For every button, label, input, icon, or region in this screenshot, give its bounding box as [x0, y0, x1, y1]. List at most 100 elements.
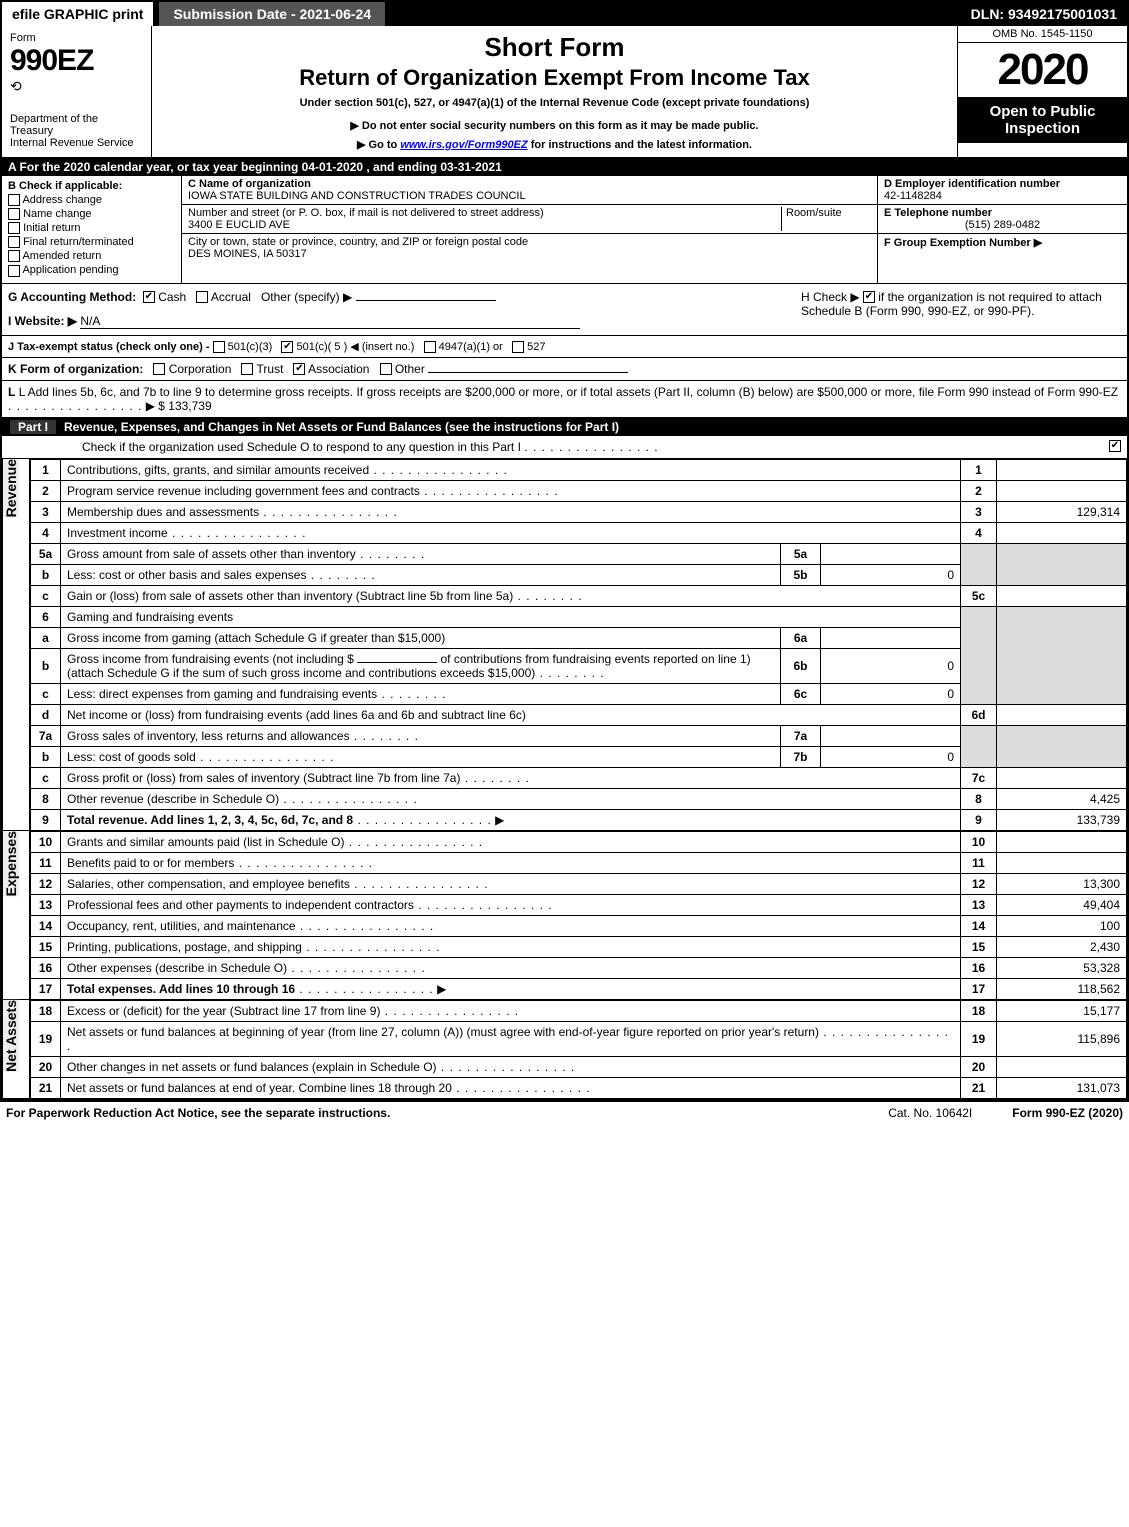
header-right: OMB No. 1545-1150 2020 Open to Public In…: [957, 26, 1127, 157]
chk-accrual[interactable]: [196, 291, 208, 303]
g-other: Other (specify) ▶: [261, 290, 352, 304]
line-1: 1 Contributions, gifts, grants, and simi…: [31, 459, 1127, 480]
ein-value: 42-1148284: [884, 190, 1121, 202]
netassets-section: Net Assets 18 Excess or (deficit) for th…: [2, 1000, 1127, 1099]
line-15: 15 Printing, publications, postage, and …: [31, 936, 1127, 957]
chk-corp[interactable]: [153, 363, 165, 375]
efile-print-label[interactable]: efile GRAPHIC print: [2, 2, 153, 26]
b-heading: B Check if applicable:: [8, 180, 175, 192]
irs-link[interactable]: www.irs.gov/Form990EZ: [400, 139, 527, 151]
tax-year: 2020: [958, 43, 1127, 97]
g-other-blank[interactable]: [356, 300, 496, 301]
revenue-side-label: Revenue: [2, 459, 30, 831]
row-j: J Tax-exempt status (check only one) - 5…: [2, 336, 1127, 358]
revenue-section: Revenue 1 Contributions, gifts, grants, …: [2, 459, 1127, 831]
part1-label: Part I: [10, 420, 56, 434]
part1-check-row: Check if the organization used Schedule …: [2, 436, 1127, 459]
chk-4947[interactable]: [424, 341, 436, 353]
row-l: L L Add lines 5b, 6c, and 7b to line 9 t…: [2, 381, 1127, 418]
chk-name-change[interactable]: Name change: [8, 208, 175, 220]
chk-trust[interactable]: [241, 363, 253, 375]
line-20: 20 Other changes in net assets or fund b…: [31, 1056, 1127, 1077]
section-c: C Name of organization IOWA STATE BUILDI…: [182, 176, 877, 283]
k-other-blank[interactable]: [428, 372, 628, 373]
page-footer: For Paperwork Reduction Act Notice, see …: [0, 1101, 1129, 1124]
header-left: Form 990EZ ⟲ Department of the Treasury …: [2, 26, 152, 157]
chk-cash[interactable]: [143, 291, 155, 303]
row-g-h: G Accounting Method: Cash Accrual Other …: [2, 284, 1127, 336]
i-label: I Website: ▶: [8, 314, 77, 328]
form-number: 990EZ: [10, 44, 143, 78]
org-city: DES MOINES, IA 50317: [188, 248, 871, 260]
chk-application-pending[interactable]: Application pending: [8, 264, 175, 276]
chk-501c[interactable]: [281, 341, 293, 353]
line-19: 19 Net assets or fund balances at beginn…: [31, 1021, 1127, 1056]
expenses-side-label: Expenses: [2, 831, 30, 1000]
chk-assoc[interactable]: [293, 363, 305, 375]
k-label: K Form of organization:: [8, 362, 143, 376]
line-11: 11 Benefits paid to or for members 11: [31, 852, 1127, 873]
line-2: 2 Program service revenue including gove…: [31, 480, 1127, 501]
j-o3: 4947(a)(1) or: [439, 341, 503, 353]
row-k: K Form of organization: Corporation Trus…: [2, 358, 1127, 381]
chk-part1-scho[interactable]: [1109, 440, 1121, 452]
chk-other-org[interactable]: [380, 363, 392, 375]
f-row: F Group Exemption Number ▶: [878, 234, 1127, 283]
d-row: D Employer identification number 42-1148…: [878, 176, 1127, 205]
header-mid: Short Form Return of Organization Exempt…: [152, 26, 957, 157]
line-4: 4 Investment income 4: [31, 522, 1127, 543]
line-21: 21 Net assets or fund balances at end of…: [31, 1077, 1127, 1098]
footer-mid: Cat. No. 10642I: [848, 1106, 1012, 1120]
subtitle: Under section 501(c), 527, or 4947(a)(1)…: [160, 97, 949, 109]
f-label: F Group Exemption Number ▶: [884, 237, 1042, 249]
e-label: E Telephone number: [884, 207, 1121, 219]
omb-number: OMB No. 1545-1150: [958, 26, 1127, 43]
line-7c: c Gross profit or (loss) from sales of i…: [31, 767, 1127, 788]
goto-pre: ▶ Go to: [357, 139, 400, 151]
org-name: IOWA STATE BUILDING AND CONSTRUCTION TRA…: [188, 190, 871, 202]
topbar-spacer: [385, 2, 961, 26]
submission-date-label: Submission Date - 2021-06-24: [159, 2, 385, 26]
j-o2-pre: 501(c)(: [297, 341, 335, 353]
chk-527[interactable]: [512, 341, 524, 353]
recycle-icon: ⟲: [10, 78, 143, 95]
short-form-title: Short Form: [160, 32, 949, 63]
footer-left: For Paperwork Reduction Act Notice, see …: [6, 1106, 848, 1120]
expenses-section: Expenses 10 Grants and similar amounts p…: [2, 831, 1127, 1000]
e-row: E Telephone number (515) 289-0482: [878, 205, 1127, 234]
row-h: H Check ▶ if the organization is not req…: [801, 290, 1121, 329]
website-value: N/A: [80, 314, 580, 329]
l-amount: $ 133,739: [158, 399, 211, 413]
j-label: J Tax-exempt status (check only one) -: [8, 341, 213, 353]
block-b-through-f: B Check if applicable: Address change Na…: [2, 176, 1127, 284]
line-3: 3 Membership dues and assessments 3 129,…: [31, 501, 1127, 522]
line-5a: 5a Gross amount from sale of assets othe…: [31, 543, 1127, 564]
chk-initial-return[interactable]: Initial return: [8, 222, 175, 234]
form-word: Form: [10, 32, 143, 44]
dln-label: DLN: 93492175001031: [961, 2, 1127, 26]
k-assoc: Association: [308, 362, 369, 376]
chk-501c3[interactable]: [213, 341, 225, 353]
j-o4: 527: [527, 341, 545, 353]
j-o2-post: ) ◀ (insert no.): [341, 341, 415, 353]
open-public-label: Open to Public Inspection: [958, 97, 1127, 143]
d-label: D Employer identification number: [884, 178, 1121, 190]
line-9: 9 Total revenue. Add lines 1, 2, 3, 4, 5…: [31, 809, 1127, 830]
k-other: Other: [395, 362, 425, 376]
section-def: D Employer identification number 42-1148…: [877, 176, 1127, 283]
chk-amended-return[interactable]: Amended return: [8, 250, 175, 262]
g-label: G Accounting Method:: [8, 290, 136, 304]
k-corp: Corporation: [169, 362, 232, 376]
g-cash: Cash: [158, 290, 186, 304]
line-a-taxyear: A For the 2020 calendar year, or tax yea…: [2, 158, 1127, 176]
chk-h[interactable]: [863, 291, 875, 303]
part1-header: Part I Revenue, Expenses, and Changes in…: [2, 418, 1127, 436]
top-bar: efile GRAPHIC print Submission Date - 20…: [2, 2, 1127, 26]
k-trust: Trust: [257, 362, 284, 376]
line-6d: d Net income or (loss) from fundraising …: [31, 704, 1127, 725]
netassets-table: 18 Excess or (deficit) for the year (Sub…: [30, 1000, 1127, 1099]
chk-address-change[interactable]: Address change: [8, 194, 175, 206]
c-street-row: Number and street (or P. O. box, if mail…: [182, 205, 877, 234]
chk-final-return[interactable]: Final return/terminated: [8, 236, 175, 248]
footer-right: Form 990-EZ (2020): [1012, 1106, 1123, 1120]
